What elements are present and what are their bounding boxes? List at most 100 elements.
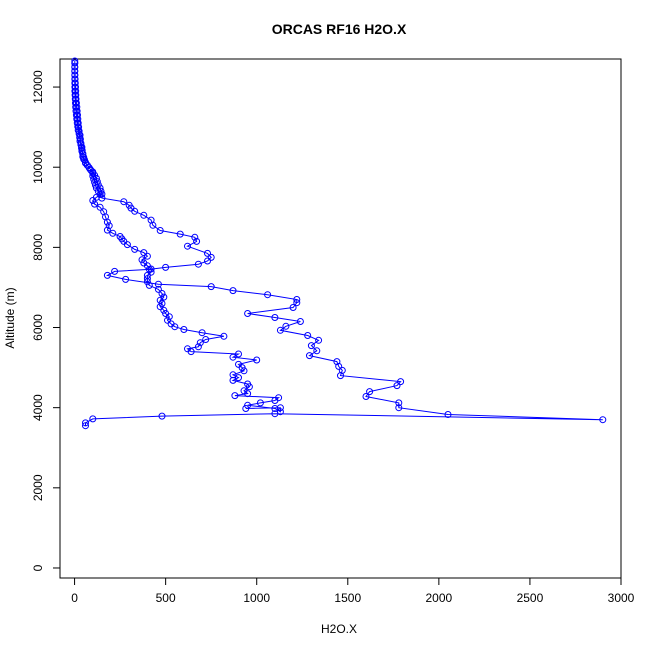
data-point <box>71 67 79 75</box>
data-point <box>198 329 206 337</box>
y-tick-label: 2000 <box>31 474 45 501</box>
data-point <box>143 275 151 283</box>
data-point <box>109 229 117 237</box>
x-tick-label: 2000 <box>426 591 453 605</box>
data-point <box>207 283 215 291</box>
data-point <box>78 143 86 151</box>
data-point <box>140 249 148 257</box>
data-point <box>71 75 79 83</box>
y-tick-label: 8000 <box>31 234 45 261</box>
data-point <box>276 404 284 412</box>
data-point <box>97 187 105 195</box>
data-point <box>244 390 252 398</box>
data-point <box>194 343 202 351</box>
plot-series <box>71 57 607 430</box>
data-point <box>229 353 237 361</box>
data-point <box>293 299 301 307</box>
data-point <box>147 216 155 224</box>
data-point <box>156 227 164 234</box>
data-point <box>143 252 151 260</box>
data-point <box>77 139 85 147</box>
x-axis-label: H2O.X <box>321 622 357 636</box>
data-point <box>231 392 239 400</box>
chart-title: ORCAS RF16 H2O.X <box>272 21 407 37</box>
data-point <box>306 352 313 360</box>
y-tick-label: 0 <box>31 564 45 571</box>
data-point <box>74 126 82 134</box>
data-point <box>333 358 341 366</box>
data-point <box>220 332 228 340</box>
data-point <box>96 203 104 211</box>
data-point <box>293 296 301 303</box>
data-point <box>74 119 82 127</box>
data-point <box>74 115 82 123</box>
data-point <box>71 79 79 87</box>
data-point <box>75 123 83 131</box>
y-tick-label: 6000 <box>31 314 45 341</box>
data-point <box>204 257 211 265</box>
data-point <box>122 275 130 283</box>
data-point <box>176 230 184 238</box>
data-point <box>315 336 323 344</box>
data-point <box>242 405 250 412</box>
data-point <box>276 326 284 334</box>
data-point <box>187 348 195 356</box>
x-tick-label: 2500 <box>517 591 544 605</box>
data-point <box>397 378 405 386</box>
data-point <box>599 416 607 424</box>
data-point <box>393 382 401 390</box>
data-point <box>296 318 304 325</box>
data-point <box>235 374 242 382</box>
data-point <box>395 399 403 407</box>
data-point <box>196 339 204 347</box>
data-point <box>98 190 106 198</box>
data-point <box>207 253 215 261</box>
data-point <box>180 326 188 333</box>
data-point <box>362 393 370 400</box>
y-axis-label: Altitude (m) <box>3 287 17 348</box>
data-point <box>158 290 166 297</box>
data-point <box>235 350 242 358</box>
data-point <box>143 278 151 286</box>
data-point <box>194 260 202 268</box>
data-point <box>202 336 210 343</box>
data-point <box>147 265 155 273</box>
data-point <box>73 107 81 115</box>
data-point <box>229 287 237 295</box>
data-point <box>103 226 111 234</box>
data-point <box>164 316 171 324</box>
data-point <box>125 201 133 209</box>
data-point <box>256 399 264 407</box>
data-point <box>82 422 89 430</box>
data-point <box>82 159 89 167</box>
data-point <box>307 342 315 350</box>
data-point <box>89 197 97 204</box>
data-point <box>79 150 87 158</box>
data-point <box>289 304 297 311</box>
data-point <box>184 242 191 250</box>
data-point <box>78 146 86 154</box>
data-point <box>162 263 170 271</box>
data-point <box>271 397 279 404</box>
data-point <box>165 313 173 321</box>
data-point <box>154 280 162 288</box>
data-point <box>75 127 83 135</box>
data-point <box>140 211 148 219</box>
data-point <box>111 267 119 275</box>
data-point <box>103 271 111 279</box>
data-point <box>145 281 153 289</box>
x-axis: 0 500 1000 1500 2000 2500 3000 <box>71 577 635 605</box>
data-point <box>72 91 80 99</box>
plot-frame <box>59 58 622 579</box>
data-point <box>313 347 321 355</box>
data-point <box>82 419 89 427</box>
data-point <box>245 383 253 391</box>
data-point <box>74 111 81 119</box>
data-point <box>204 249 211 257</box>
data-point <box>191 233 199 241</box>
data-point <box>89 415 97 423</box>
x-tick-label: 500 <box>156 591 176 605</box>
data-point <box>171 323 179 331</box>
data-point <box>395 404 403 412</box>
